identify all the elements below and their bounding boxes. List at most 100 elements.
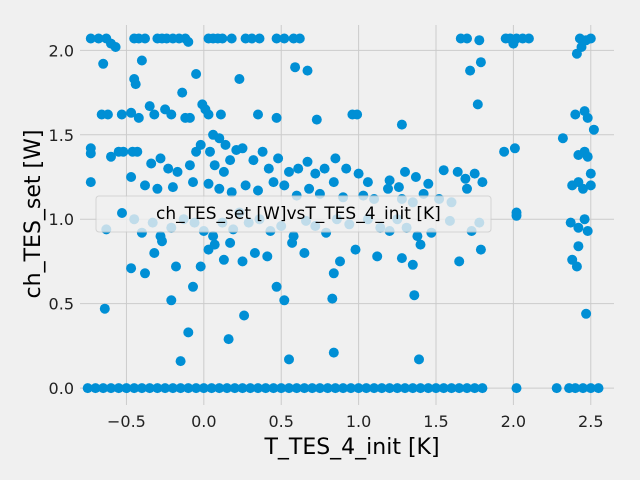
- data-point: [582, 112, 593, 123]
- data-point: [217, 33, 228, 44]
- data-point: [152, 183, 163, 194]
- data-point: [223, 334, 234, 345]
- data-point: [209, 239, 220, 250]
- data-point: [328, 177, 339, 188]
- data-point: [322, 383, 333, 394]
- data-point: [588, 124, 599, 135]
- data-point: [362, 177, 373, 188]
- data-point: [102, 109, 113, 120]
- y-tick-label: 2.0: [49, 41, 74, 60]
- data-point: [384, 175, 395, 186]
- data-point: [307, 383, 318, 394]
- data-point: [462, 33, 472, 44]
- data-point: [116, 109, 127, 120]
- data-point: [195, 261, 206, 272]
- data-point: [271, 112, 282, 123]
- data-point: [350, 244, 361, 255]
- data-point: [226, 33, 237, 44]
- data-point: [565, 217, 576, 228]
- x-tick-label: 0.0: [191, 412, 216, 431]
- data-point: [175, 356, 186, 367]
- data-point: [160, 383, 171, 394]
- data-point: [171, 261, 181, 272]
- data-point: [263, 163, 274, 174]
- data-point: [172, 166, 183, 177]
- data-point: [284, 383, 294, 394]
- data-point: [85, 33, 96, 44]
- data-point: [188, 281, 198, 292]
- data-point: [113, 383, 124, 394]
- data-point: [149, 248, 160, 258]
- data-point: [249, 248, 260, 258]
- data-point: [578, 183, 588, 194]
- data-point: [462, 183, 472, 194]
- x-tick-label: 1.0: [346, 412, 371, 431]
- legend: ch_TES_set [W]vsT_TES_4_init [K]: [95, 195, 492, 233]
- data-point: [208, 231, 219, 242]
- data-point: [452, 166, 463, 177]
- data-point: [304, 183, 315, 194]
- legend-marker: [117, 208, 127, 218]
- data-point: [353, 383, 364, 394]
- data-point: [578, 383, 588, 394]
- data-point: [149, 109, 160, 120]
- data-point: [369, 383, 380, 394]
- data-point: [469, 383, 480, 394]
- data-point: [353, 168, 364, 179]
- data-point: [579, 214, 590, 225]
- data-point: [183, 383, 194, 394]
- data-point: [146, 158, 157, 169]
- data-point: [132, 146, 143, 157]
- data-point: [409, 290, 420, 301]
- data-point: [299, 383, 310, 394]
- data-point: [276, 383, 287, 394]
- data-point: [311, 114, 322, 125]
- data-point: [508, 38, 519, 49]
- data-point: [438, 383, 449, 394]
- data-point: [423, 178, 434, 189]
- data-point: [415, 239, 426, 250]
- data-point: [129, 383, 140, 394]
- data-point: [220, 139, 231, 150]
- data-point: [206, 383, 217, 394]
- data-point: [183, 36, 194, 47]
- data-point: [85, 177, 96, 188]
- data-point: [136, 383, 147, 394]
- data-point: [465, 65, 476, 76]
- data-point: [268, 177, 279, 188]
- data-point: [396, 253, 407, 264]
- data-point: [110, 42, 121, 52]
- data-point: [248, 155, 259, 166]
- data-point: [571, 48, 582, 59]
- y-tick-label: 1.0: [49, 210, 74, 229]
- data-point: [166, 109, 177, 120]
- data-point: [407, 259, 418, 270]
- data-point: [205, 146, 215, 157]
- data-point: [188, 177, 198, 188]
- data-point: [126, 263, 137, 274]
- data-point: [203, 178, 214, 189]
- data-point: [477, 383, 488, 394]
- data-point: [260, 383, 271, 394]
- data-point: [284, 166, 294, 177]
- data-point: [195, 139, 206, 150]
- data-point: [407, 383, 418, 394]
- x-tick-label: 1.5: [423, 412, 448, 431]
- data-point: [585, 33, 596, 44]
- data-point: [392, 383, 403, 394]
- data-point: [570, 109, 581, 120]
- data-point: [400, 383, 410, 394]
- x-tick-label: −0.5: [107, 412, 146, 431]
- data-point: [400, 166, 410, 177]
- data-point: [593, 383, 604, 394]
- data-point: [302, 156, 313, 167]
- data-point: [106, 151, 116, 162]
- data-point: [410, 172, 421, 182]
- data-point: [328, 347, 339, 358]
- data-point: [225, 237, 236, 248]
- data-point: [93, 33, 104, 44]
- data-point: [106, 383, 116, 394]
- data-point: [98, 58, 109, 69]
